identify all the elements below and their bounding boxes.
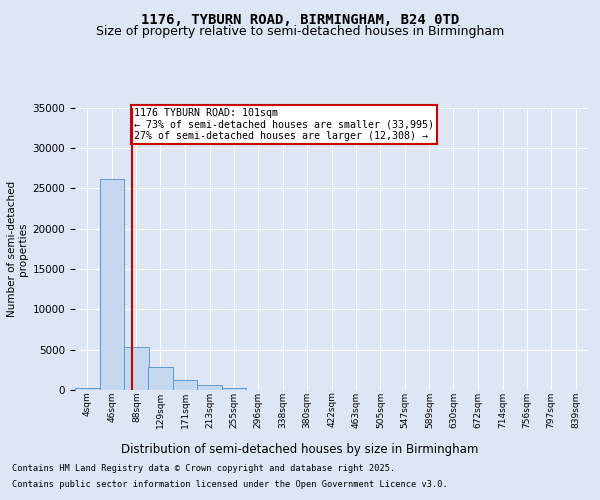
Bar <box>100 178 124 390</box>
Bar <box>197 385 222 390</box>
Bar <box>75 388 100 390</box>
Bar <box>222 388 247 390</box>
Text: Size of property relative to semi-detached houses in Birmingham: Size of property relative to semi-detach… <box>96 25 504 38</box>
Text: Contains HM Land Registry data © Crown copyright and database right 2025.: Contains HM Land Registry data © Crown c… <box>12 464 395 473</box>
Y-axis label: Number of semi-detached
properties: Number of semi-detached properties <box>7 180 28 317</box>
Bar <box>124 347 149 390</box>
Text: Distribution of semi-detached houses by size in Birmingham: Distribution of semi-detached houses by … <box>121 442 479 456</box>
Text: Contains public sector information licensed under the Open Government Licence v3: Contains public sector information licen… <box>12 480 448 489</box>
Text: 1176 TYBURN ROAD: 101sqm
← 73% of semi-detached houses are smaller (33,995)
27% : 1176 TYBURN ROAD: 101sqm ← 73% of semi-d… <box>134 108 434 140</box>
Bar <box>173 380 197 390</box>
Bar <box>148 368 173 390</box>
Text: 1176, TYBURN ROAD, BIRMINGHAM, B24 0TD: 1176, TYBURN ROAD, BIRMINGHAM, B24 0TD <box>141 12 459 26</box>
